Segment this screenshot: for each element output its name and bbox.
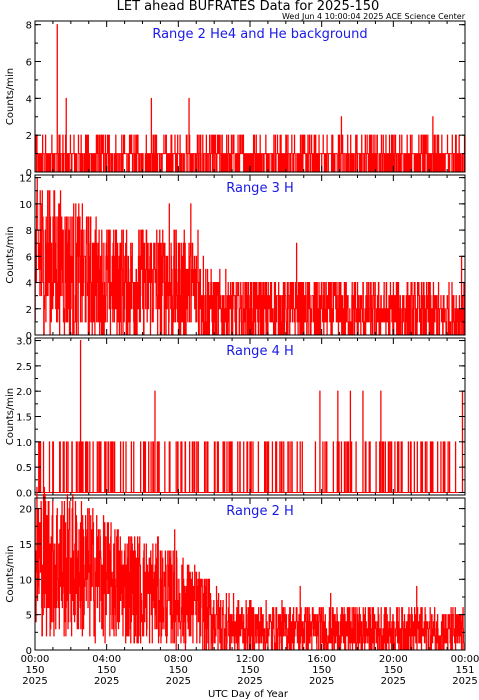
y-tick-label: 0	[26, 646, 32, 657]
x-axis-label: UTC Day of Year	[208, 689, 289, 700]
y-tick-label: 2	[26, 305, 32, 316]
x-tick-label-time: 20:00	[379, 654, 408, 665]
y-tick-label: 2.5	[16, 362, 32, 373]
y-axis-label: Counts/min	[5, 226, 16, 283]
series-line-panel-1	[34, 24, 466, 173]
panel-4: 0 5 10 15 20 Counts/min Range 2 H	[5, 486, 466, 657]
chart-title: LET ahead BUFRATES Data for 2025-150	[117, 0, 380, 14]
series-line-panel-3	[35, 340, 465, 493]
x-tick-label-doy: 150	[384, 665, 403, 676]
y-tick-label: 0.5	[16, 463, 32, 474]
x-tick-label-time: 00:00	[451, 654, 479, 665]
y-tick-label: 2.0	[16, 387, 32, 398]
y-tick-label: 1.5	[16, 413, 32, 424]
x-tick-label-doy: 150	[312, 665, 331, 676]
y-tick-label: 5	[26, 611, 32, 622]
panel-3: 0.0 0.5 1.0 1.5 2.0 2.5 3.0 Counts/min Range 4 H	[5, 337, 466, 499]
y-tick-label: 20	[19, 505, 32, 516]
y-tick-label: 15	[19, 540, 32, 551]
y-tick-label: 8	[26, 21, 32, 32]
y-tick-label: 0.0	[16, 488, 32, 499]
y-tick-label: 4	[26, 279, 32, 290]
x-tick-label-doy: 150	[25, 665, 44, 676]
x-tick-label-time: 12:00	[236, 654, 265, 665]
x-tick-label-doy: 151	[455, 665, 474, 676]
x-tick-label-time: 16:00	[307, 654, 336, 665]
x-tick-label-year: 2025	[22, 676, 47, 687]
y-axis-label: Counts/min	[5, 68, 16, 125]
y-axis-label: Counts/min	[5, 388, 16, 445]
y-tick-label: 10	[19, 575, 32, 586]
series-line-panel-4	[34, 486, 465, 651]
y-tick-label: 8	[26, 226, 32, 237]
x-tick-label-doy: 150	[169, 665, 188, 676]
x-tick-label-doy: 150	[97, 665, 116, 676]
y-tick-label: 3.0	[16, 337, 32, 348]
panels-group: 0 2 4 6 8 Counts/min Range 2 He4 and He backgr…	[5, 20, 479, 687]
x-tick-label-year: 2025	[309, 676, 334, 687]
y-tick-label: 4	[26, 94, 32, 105]
x-tick-label-time: 04:00	[92, 654, 121, 665]
y-tick-label: 10	[19, 200, 32, 211]
x-tick-label-year: 2025	[237, 676, 262, 687]
x-tick-label-doy: 150	[240, 665, 259, 676]
x-tick-label-time: 00:00	[21, 654, 50, 665]
y-tick-label: 0	[26, 331, 32, 342]
y-tick-label: 6	[26, 252, 32, 263]
y-tick-label: 2	[26, 131, 32, 142]
panel-2: 0 2 4 6 8 10 12 Counts/min Range 3 H	[5, 174, 466, 342]
y-tick-label: 6	[26, 58, 32, 69]
y-tick-label: 1.0	[16, 438, 32, 449]
x-tick-label-year: 2025	[452, 676, 477, 687]
x-tick-label-year: 2025	[381, 676, 406, 687]
y-tick-label: 0	[26, 168, 32, 179]
x-tick-label-year: 2025	[94, 676, 119, 687]
x-tick-label-year: 2025	[166, 676, 191, 687]
range-label: Range 4 H	[226, 344, 294, 359]
x-tick-label-time: 08:00	[164, 654, 193, 665]
y-tick-label: 12	[19, 174, 32, 185]
series-line-panel-2	[34, 177, 466, 336]
range-label: Range 2 H	[226, 504, 294, 519]
panel-1: 0 2 4 6 8 Counts/min Range 2 He4 and He backgr…	[5, 20, 466, 179]
x-tick-labels: 00:00150202504:00150202508:00150202512:0…	[21, 654, 479, 687]
range-label: Range 2 He4 and He background	[152, 27, 367, 42]
y-axis-label: Counts/min	[5, 545, 16, 602]
chart-subtitle: Wed Jun 4 10:00:04 2025 ACE Science Cent…	[282, 12, 466, 21]
range-label: Range 3 H	[226, 181, 294, 196]
